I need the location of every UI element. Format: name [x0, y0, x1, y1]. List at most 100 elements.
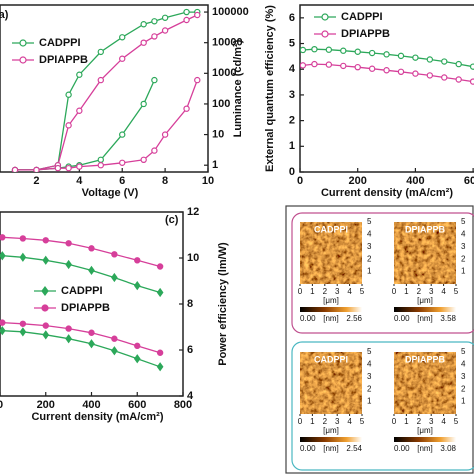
legend-label: DPIAPPB [39, 54, 88, 66]
marker [76, 107, 83, 114]
afm-tick-label: 3 [461, 242, 466, 251]
legend-marker [321, 30, 329, 38]
y-tick-label: 100000 [212, 6, 249, 18]
colorbar [394, 437, 456, 442]
y-tick-label: 4 [289, 63, 296, 75]
x-tick-label: 10 [202, 175, 214, 187]
marker [156, 263, 164, 270]
afm-tick-label: 2 [323, 417, 328, 426]
afm-tick-label: 5 [454, 417, 459, 426]
marker [183, 105, 190, 112]
afm-tick-label: 1 [404, 287, 409, 296]
afm-tick-label: 4 [441, 417, 446, 426]
afm-tick-label: 3 [367, 372, 372, 381]
marker [19, 252, 27, 262]
legend-label: CADPPI [39, 37, 81, 49]
afm-tick-label: 5 [461, 347, 466, 356]
x-axis-label: Current density (mA/cm²) [31, 411, 163, 423]
colorbar-unit: [nm] [417, 314, 433, 323]
afm-tick-label: 5 [360, 417, 365, 426]
afm-tick-label: 1 [367, 397, 372, 406]
colorbar-unit: [nm] [417, 444, 433, 453]
plot-frame [0, 4, 209, 173]
marker [111, 251, 118, 258]
y-tick-label: 6 [187, 344, 193, 356]
marker [300, 62, 307, 69]
colorbar-label: 2.56 [346, 314, 362, 323]
afm-tick-label: 5 [360, 287, 365, 296]
y-tick-label: 6 [289, 12, 295, 24]
afm-image [300, 352, 362, 414]
legend-label: DPIAPPB [341, 28, 390, 40]
y-tick-label: 10000 [212, 37, 243, 49]
marker [300, 46, 307, 54]
marker [11, 166, 19, 172]
y-tick-label: 2 [289, 115, 295, 127]
marker [311, 45, 318, 53]
marker [368, 49, 376, 57]
panel-label: (a) [0, 9, 9, 21]
legend-marker [41, 286, 49, 296]
marker [76, 71, 83, 78]
afm-tick-label: 4 [367, 230, 372, 239]
marker [42, 330, 50, 340]
marker [469, 63, 474, 70]
marker [97, 48, 104, 56]
colorbar-unit: [nm] [323, 444, 339, 453]
series-line [15, 79, 155, 171]
series-line [15, 14, 198, 171]
y-tick-label: 10 [187, 252, 199, 264]
afm-axis-label: [μm] [323, 426, 339, 435]
marker [65, 91, 72, 98]
afm-tick-label: 2 [367, 254, 372, 263]
afm-label: CADPPI [314, 224, 348, 234]
marker [194, 11, 201, 19]
y-tick-label: 3 [289, 89, 295, 101]
afm-tick-label: 4 [347, 417, 352, 426]
legend-label: CADPPI [61, 285, 103, 297]
marker [88, 265, 95, 276]
x-tick-label: 600 [128, 399, 146, 411]
marker [111, 272, 118, 283]
marker [194, 76, 201, 84]
afm-tick-label: 4 [347, 287, 352, 296]
marker [33, 166, 40, 172]
marker [161, 27, 169, 34]
colorbar-label: 0.00 [394, 444, 410, 453]
marker [88, 245, 95, 252]
marker [65, 259, 72, 270]
marker [19, 320, 27, 327]
y-tick-label: 1000 [212, 67, 236, 79]
afm-tick-label: 2 [367, 384, 372, 393]
afm-frame [291, 341, 474, 471]
afm-tick-label: 1 [404, 417, 409, 426]
marker [383, 51, 390, 58]
marker [156, 362, 164, 372]
afm-tick-label: 0 [298, 417, 303, 426]
series-line [2, 255, 161, 294]
marker [119, 159, 126, 166]
marker [65, 122, 72, 129]
x-tick-label: 600 [464, 175, 474, 187]
afm-tick-label: 1 [310, 287, 315, 296]
marker [133, 280, 141, 291]
afm-tick-label: 1 [310, 417, 315, 426]
series-line [15, 79, 198, 171]
afm-tick-label: 3 [367, 242, 372, 251]
colorbar [300, 307, 362, 312]
plot-frame [299, 4, 474, 173]
marker [383, 67, 390, 74]
marker [19, 327, 27, 337]
afm-tick-label: 4 [441, 287, 446, 296]
afm-tick-label: 5 [461, 217, 466, 226]
afm-image [300, 222, 362, 284]
legend-label: CADPPI [341, 11, 383, 23]
plot-area [0, 234, 164, 372]
marker [469, 78, 474, 85]
marker [133, 354, 141, 364]
afm-tick-label: 3 [335, 417, 340, 426]
marker [426, 72, 434, 79]
afm-box [285, 205, 474, 474]
x-tick-label: 0 [0, 399, 3, 411]
